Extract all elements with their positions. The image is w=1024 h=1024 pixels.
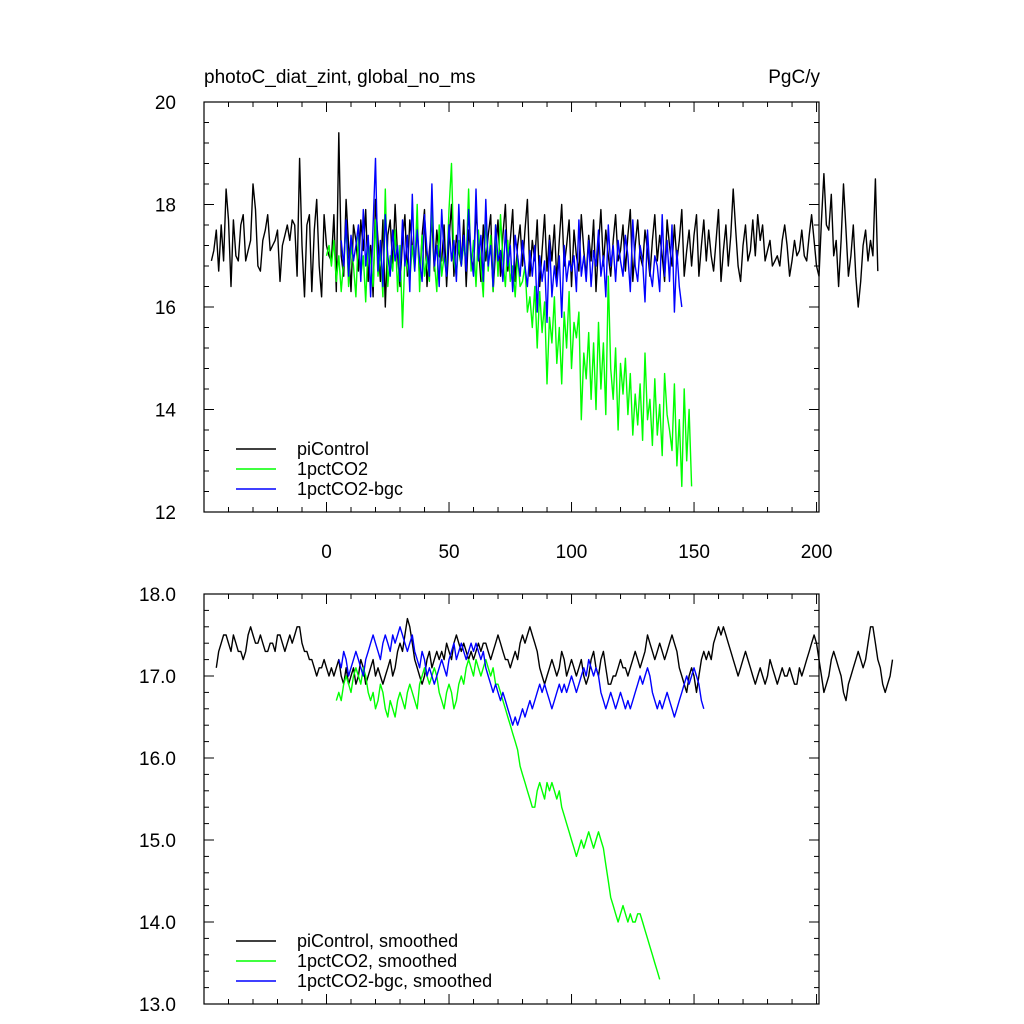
top-ytick-label: 12 — [155, 503, 176, 524]
bottom-ytick-label: 15.0 — [139, 831, 176, 852]
top-series-1pctco2-bgc — [340, 157, 683, 324]
bottom-ytick-label: 14.0 — [139, 913, 176, 934]
bottom-ytick-label: 18.0 — [139, 585, 176, 606]
top-legend: piControl 1pctCO2 1pctCO2-bgc — [236, 439, 403, 499]
bottom-ytick-label: 17.0 — [139, 667, 176, 688]
top-ytick-label: 20 — [155, 93, 176, 114]
top-panel: 0 50 100 150 200 12 14 16 18 20 piControl 1pctCO2… — [155, 93, 879, 563]
legend-label-picontrol: piControl — [297, 439, 369, 459]
legend-label-1pctco2-smoothed: 1pctCO2, smoothed — [297, 951, 457, 971]
legend-label-1pctco2-bgc: 1pctCO2-bgc — [297, 479, 403, 499]
top-xtick-label: 200 — [801, 542, 833, 563]
top-series-1pctco2 — [325, 162, 693, 488]
bottom-ytick-label: 16.0 — [139, 749, 176, 770]
bottom-series-1pctco2-bgc-smoothed — [338, 626, 705, 726]
bottom-ytick-label: 13.0 — [139, 995, 176, 1016]
chart-title: photoC_diat_zint, global_no_ms — [204, 67, 475, 88]
top-xtick-label: 150 — [678, 542, 710, 563]
top-series-picontrol — [210, 132, 879, 308]
top-ytick-label: 18 — [155, 196, 176, 217]
bottom-legend: piControl, smoothed 1pctCO2, smoothed 1p… — [236, 931, 492, 991]
top-xtick-label: 50 — [438, 542, 459, 563]
top-xtick-label: 100 — [556, 542, 588, 563]
top-xtick-label: 0 — [321, 542, 332, 563]
legend-label-1pctco2-bgc-smoothed: 1pctCO2-bgc, smoothed — [297, 971, 492, 991]
bottom-panel: 13.0 14.0 15.0 16.0 17.0 18.0 piControl, smoo… — [139, 585, 894, 1016]
bottom-series-picontrol-smoothed — [215, 617, 894, 702]
legend-label-picontrol-smoothed: piControl, smoothed — [297, 931, 458, 951]
bottom-series-1pctco2-smoothed — [335, 658, 661, 980]
units-label: PgC/y — [768, 67, 820, 88]
bottom-plot-frame — [203, 593, 820, 1005]
top-ytick-label: 14 — [155, 401, 177, 422]
top-ytick-label: 16 — [155, 298, 176, 319]
legend-label-1pctco2: 1pctCO2 — [297, 459, 368, 479]
